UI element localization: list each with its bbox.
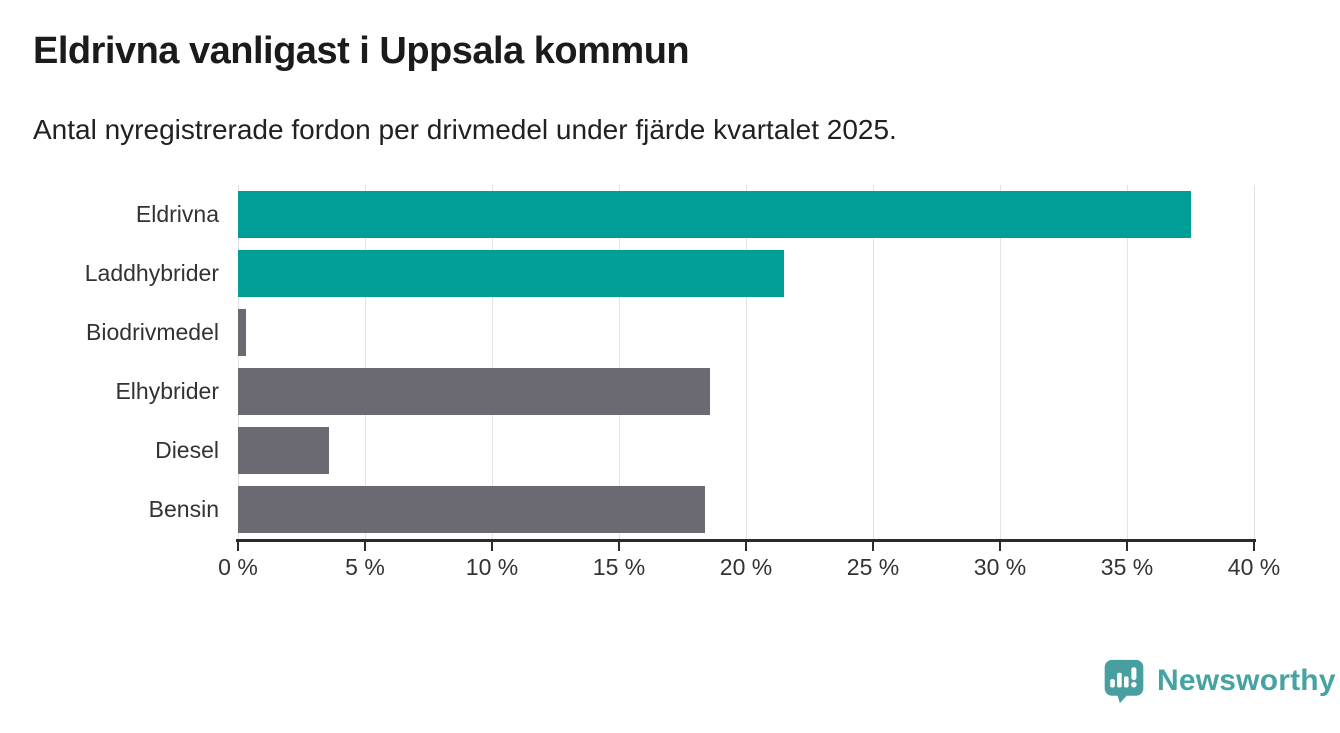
x-axis-tick-mark bbox=[1253, 542, 1255, 551]
bar bbox=[238, 368, 711, 415]
x-axis-tick-label: 25 % bbox=[846, 554, 900, 580]
gridline bbox=[492, 185, 493, 539]
category-label: Eldrivna bbox=[135, 201, 219, 227]
gridline bbox=[365, 185, 366, 539]
bar bbox=[238, 427, 330, 474]
gridline bbox=[746, 185, 747, 539]
bars-area: Eldrivna Laddhybrider Biodrivmedel Elhybrid… bbox=[0, 185, 1254, 539]
x-axis-tick-label: 35 % bbox=[1100, 554, 1154, 580]
gridline bbox=[238, 185, 239, 539]
gridline bbox=[873, 185, 874, 539]
bar bbox=[238, 486, 706, 533]
x-axis-tick-label: 30 % bbox=[973, 554, 1027, 580]
category-label: Diesel bbox=[155, 437, 219, 463]
chart-row: Biodrivmedel bbox=[0, 303, 1254, 362]
newsworthy-brand: Newsworthy bbox=[1101, 658, 1336, 704]
gridline bbox=[1127, 185, 1128, 539]
chart-row: Laddhybrider bbox=[0, 244, 1254, 303]
chart-row: Eldrivna bbox=[0, 185, 1254, 244]
bar-track bbox=[238, 421, 1254, 480]
chart-row: Elhybrider bbox=[0, 362, 1254, 421]
x-axis-tick-label: 15 % bbox=[592, 554, 646, 580]
x-axis-tick-mark bbox=[364, 542, 366, 551]
chart-row: Diesel bbox=[0, 421, 1254, 480]
bar bbox=[238, 250, 785, 297]
x-axis-tick-mark bbox=[872, 542, 874, 551]
x-axis-tick-labels: 0 % 5 % 10 % 15 % 20 % 25 % 30 % 35 % 40 % bbox=[218, 554, 1280, 584]
x-axis-tick-label: 5 % bbox=[345, 554, 385, 580]
category-label: Bensin bbox=[148, 496, 219, 522]
chart-title: Eldrivna vanligast i Uppsala kommun bbox=[33, 30, 690, 72]
x-axis-tick-label: 40 % bbox=[1227, 554, 1281, 580]
gridline bbox=[1000, 185, 1001, 539]
x-axis-tick-label: 0 % bbox=[218, 554, 258, 580]
bar bbox=[238, 309, 246, 356]
x-axis-line bbox=[236, 539, 1256, 542]
x-axis-tick-mark bbox=[491, 542, 493, 551]
bar-track bbox=[238, 362, 1254, 421]
category-label: Laddhybrider bbox=[84, 260, 219, 286]
x-axis-tick-mark bbox=[745, 542, 747, 551]
bar bbox=[238, 191, 1191, 238]
gridline bbox=[619, 185, 620, 539]
x-axis-tick-mark bbox=[999, 542, 1001, 551]
category-label: Elhybrider bbox=[115, 378, 219, 404]
plot-area bbox=[238, 185, 1255, 539]
chart-row: Bensin bbox=[0, 480, 1254, 539]
x-axis-tick-label: 20 % bbox=[719, 554, 773, 580]
newsworthy-logo-icon bbox=[1104, 659, 1144, 704]
bar-track bbox=[238, 185, 1254, 244]
bar-track bbox=[238, 480, 1254, 539]
bar-track bbox=[238, 244, 1254, 303]
gridline bbox=[1254, 185, 1255, 539]
chart-subtitle: Antal nyregistrerade fordon per drivmede… bbox=[33, 114, 897, 145]
x-axis-tick-mark bbox=[1126, 542, 1128, 551]
x-axis-tick-label: 10 % bbox=[465, 554, 519, 580]
x-axis-tick-mark bbox=[237, 542, 239, 551]
bar-track bbox=[238, 303, 1254, 362]
newsworthy-wordmark: Newsworthy bbox=[1157, 664, 1336, 697]
category-label: Biodrivmedel bbox=[86, 319, 219, 345]
x-axis-tick-mark bbox=[618, 542, 620, 551]
x-axis-tick-marks bbox=[237, 542, 1255, 551]
